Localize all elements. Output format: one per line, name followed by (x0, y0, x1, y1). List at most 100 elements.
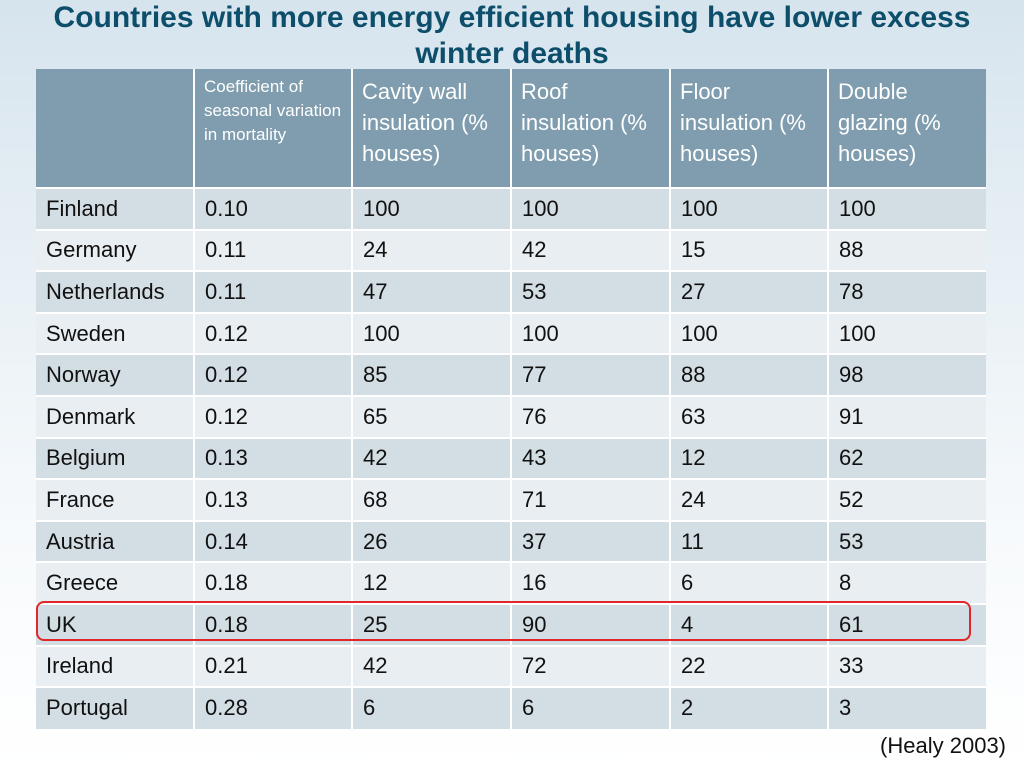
cell-roof: 16 (511, 561, 671, 604)
cell-cavity-wall: 6 (352, 686, 512, 729)
cell-double-glazing: 98 (828, 353, 986, 396)
cell-roof: 37 (511, 519, 671, 563)
cell-double-glazing: 8 (828, 561, 986, 604)
header-cavity-wall: Cavity wall insulation (% houses) (352, 69, 512, 188)
cell-roof: 42 (511, 228, 671, 272)
cell-coefficient: 0.18 (194, 602, 353, 646)
cell-double-glazing: 52 (828, 478, 986, 521)
cell-roof: 77 (511, 353, 671, 396)
cell-floor: 24 (670, 478, 829, 521)
cell-roof: 71 (511, 478, 671, 521)
table-header-row: Coefficient of seasonal variation in mor… (36, 69, 986, 188)
table-row: Portugal 0.28 6 6 2 3 (36, 686, 986, 729)
cell-double-glazing: 33 (828, 644, 986, 688)
cell-coefficient: 0.12 (194, 353, 353, 396)
cell-roof: 100 (511, 311, 671, 355)
cell-floor: 6 (670, 561, 829, 604)
cell-floor: 100 (670, 311, 829, 355)
cell-country: Germany (36, 228, 195, 272)
cell-cavity-wall: 24 (352, 228, 512, 272)
cell-country: Ireland (36, 644, 195, 688)
table-row: Germany 0.11 24 42 15 88 (36, 228, 986, 272)
cell-coefficient: 0.12 (194, 311, 353, 355)
header-roof: Roof insulation (% houses) (511, 69, 671, 188)
cell-double-glazing: 62 (828, 436, 986, 480)
cell-country: Belgium (36, 436, 195, 480)
cell-country: Austria (36, 519, 195, 563)
cell-country: Netherlands (36, 270, 195, 313)
cell-double-glazing: 88 (828, 228, 986, 272)
cell-roof: 43 (511, 436, 671, 480)
cell-country: UK (36, 602, 195, 646)
cell-cavity-wall: 85 (352, 353, 512, 396)
cell-floor: 11 (670, 519, 829, 563)
cell-country: France (36, 478, 195, 521)
table-row: Belgium 0.13 42 43 12 62 (36, 436, 986, 480)
cell-cavity-wall: 26 (352, 519, 512, 563)
cell-roof: 53 (511, 270, 671, 313)
cell-coefficient: 0.12 (194, 394, 353, 438)
cell-floor: 63 (670, 394, 829, 438)
table-body: Finland 0.10 100 100 100 100 Germany 0.11 24 42 15… (36, 187, 986, 729)
cell-roof: 76 (511, 394, 671, 438)
cell-floor: 4 (670, 602, 829, 646)
cell-cavity-wall: 42 (352, 644, 512, 688)
citation: (Healy 2003) (880, 733, 1006, 758)
cell-double-glazing: 3 (828, 686, 986, 729)
table-row: Greece 0.18 12 16 6 8 (36, 561, 986, 604)
cell-cavity-wall: 47 (352, 270, 512, 313)
cell-coefficient: 0.10 (194, 187, 353, 230)
cell-roof: 100 (511, 187, 671, 230)
cell-cavity-wall: 68 (352, 478, 512, 521)
cell-floor: 2 (670, 686, 829, 729)
table-row: France 0.13 68 71 24 52 (36, 478, 986, 521)
cell-coefficient: 0.14 (194, 519, 353, 563)
cell-country: Portugal (36, 686, 195, 729)
table-row: Sweden 0.12 100 100 100 100 (36, 311, 986, 355)
table-row: Norway 0.12 85 77 88 98 (36, 353, 986, 396)
cell-cavity-wall: 100 (352, 187, 512, 230)
cell-floor: 27 (670, 270, 829, 313)
cell-cavity-wall: 65 (352, 394, 512, 438)
cell-roof: 90 (511, 602, 671, 646)
table-row: Finland 0.10 100 100 100 100 (36, 187, 986, 230)
cell-coefficient: 0.13 (194, 478, 353, 521)
cell-country: Sweden (36, 311, 195, 355)
cell-cavity-wall: 100 (352, 311, 512, 355)
cell-coefficient: 0.11 (194, 228, 353, 272)
cell-double-glazing: 100 (828, 187, 986, 230)
cell-cavity-wall: 42 (352, 436, 512, 480)
cell-double-glazing: 91 (828, 394, 986, 438)
cell-country: Finland (36, 187, 195, 230)
cell-roof: 72 (511, 644, 671, 688)
slide-title: Countries with more energy efficient hou… (53, 1, 971, 70)
table-row: Ireland 0.21 42 72 22 33 (36, 644, 986, 688)
insulation-mortality-table: Coefficient of seasonal variation in mor… (36, 69, 986, 729)
table-row: Denmark 0.12 65 76 63 91 (36, 394, 986, 438)
cell-floor: 100 (670, 187, 829, 230)
cell-coefficient: 0.11 (194, 270, 353, 313)
cell-cavity-wall: 12 (352, 561, 512, 604)
cell-double-glazing: 78 (828, 270, 986, 313)
table-container: Coefficient of seasonal variation in mor… (36, 69, 986, 729)
cell-country: Denmark (36, 394, 195, 438)
cell-coefficient: 0.13 (194, 436, 353, 480)
cell-coefficient: 0.21 (194, 644, 353, 688)
cell-coefficient: 0.28 (194, 686, 353, 729)
header-coefficient: Coefficient of seasonal variation in mor… (194, 69, 353, 188)
cell-double-glazing: 53 (828, 519, 986, 563)
header-floor: Floor insulation (% houses) (670, 69, 829, 188)
table-row: Austria 0.14 26 37 11 53 (36, 519, 986, 563)
table-row: Netherlands 0.11 47 53 27 78 (36, 270, 986, 313)
cell-double-glazing: 61 (828, 602, 986, 646)
cell-double-glazing: 100 (828, 311, 986, 355)
cell-floor: 15 (670, 228, 829, 272)
cell-floor: 88 (670, 353, 829, 396)
cell-floor: 22 (670, 644, 829, 688)
header-country (36, 69, 195, 188)
cell-cavity-wall: 25 (352, 602, 512, 646)
header-double-glazing: Double glazing (% houses) (828, 69, 986, 188)
table-row: UK 0.18 25 90 4 61 (36, 602, 986, 646)
cell-floor: 12 (670, 436, 829, 480)
cell-roof: 6 (511, 686, 671, 729)
